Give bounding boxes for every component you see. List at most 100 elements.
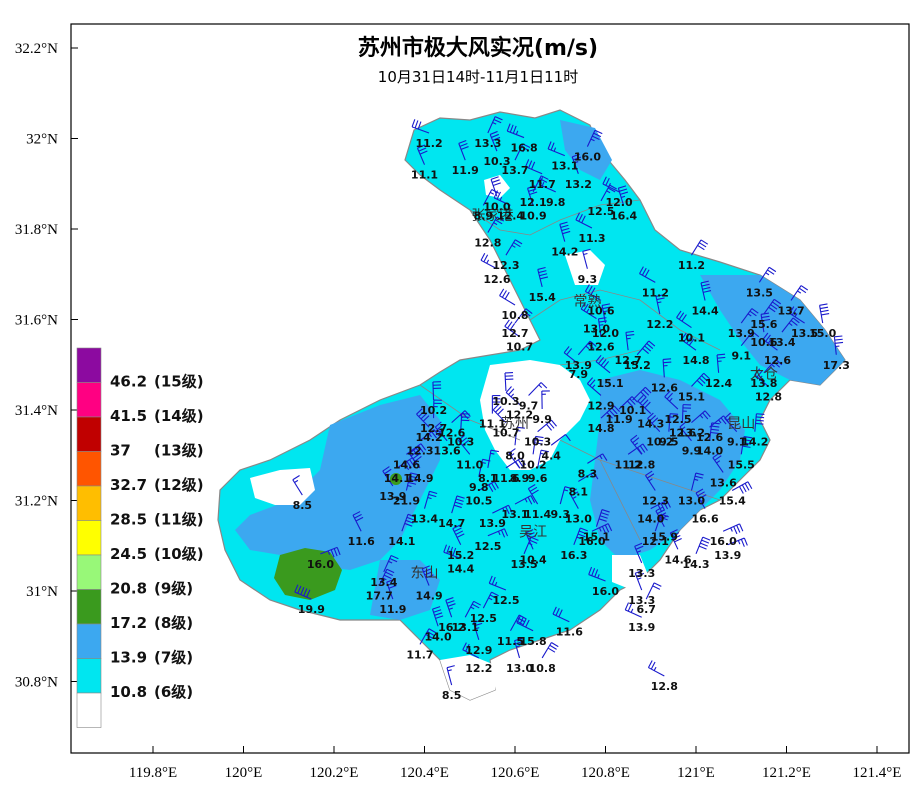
wind-barb <box>563 346 579 365</box>
station-value: 11.0 <box>456 458 483 471</box>
wind-barb <box>639 266 656 283</box>
wind-barb <box>645 470 656 491</box>
station-value: 15.8 <box>520 635 547 648</box>
station-value: 14.7 <box>438 517 465 530</box>
legend-value: 24.5 <box>110 545 147 563</box>
wind-barb <box>691 410 711 424</box>
wind-barb <box>432 381 442 401</box>
wind-barb <box>716 353 726 373</box>
wind-barb <box>559 221 571 242</box>
station-value: 11.1 <box>411 169 438 182</box>
legend-swatch <box>76 623 102 659</box>
station-value: 14.8 <box>587 422 614 435</box>
station-value: 13.4 <box>768 336 795 349</box>
wind-barb <box>580 301 597 320</box>
wind-barb <box>709 422 720 441</box>
station-value: 10.9 <box>520 209 547 222</box>
station-value: 9.1 <box>727 436 747 449</box>
station-value: 8.9 <box>474 209 494 222</box>
wind-barb <box>423 490 438 509</box>
wind-barb <box>669 529 682 550</box>
wind-barb <box>405 472 419 491</box>
station-value: 12.2 <box>465 662 492 675</box>
city-label: 太仓 <box>750 366 778 382</box>
wind-barb <box>632 386 652 401</box>
y-tick-label: 31.6°N <box>15 313 58 329</box>
station-value: 14.2 <box>415 431 442 444</box>
wind-barb <box>627 443 648 455</box>
wind-barb <box>378 568 395 586</box>
legend-value: 13.9 <box>110 649 147 667</box>
wind-barb <box>532 435 544 455</box>
station-value: 14.3 <box>637 418 664 431</box>
wind-barb <box>754 413 765 432</box>
station-value: 9.9 <box>682 445 702 458</box>
wind-barb <box>586 377 602 396</box>
wind-barb <box>434 421 448 442</box>
station-value: 12.4 <box>705 377 732 390</box>
wind-barb <box>478 458 491 478</box>
legend-grade: (14级) <box>154 407 204 425</box>
station-value: 14.6 <box>393 458 420 471</box>
station-value: 4.4 <box>541 449 561 462</box>
wind-barb <box>537 449 550 468</box>
station-value: 9.7 <box>519 399 539 412</box>
wind-barb <box>419 628 437 645</box>
wind-barb <box>552 606 570 623</box>
wind-barb <box>586 129 603 147</box>
wind-barb <box>541 642 559 659</box>
wind-barb <box>433 399 442 419</box>
station-value: 12.3 <box>492 259 519 272</box>
station-value: 16.0 <box>307 558 334 571</box>
station-value: 12.5 <box>587 205 614 218</box>
wind-barb <box>480 253 498 270</box>
station-value: 10.3 <box>524 436 551 449</box>
station-value: 14.6 <box>664 553 691 566</box>
x-tick-label: 121°E <box>677 765 715 781</box>
legend-swatch <box>76 589 102 625</box>
station-value: 12.5 <box>474 540 501 553</box>
wind-barb <box>617 185 629 206</box>
station-value: 13.0 <box>506 662 533 675</box>
station-value: 13.5 <box>791 327 818 340</box>
wind-barb <box>504 319 520 338</box>
wind-barb <box>763 359 783 374</box>
station-value: 13.7 <box>501 164 528 177</box>
x-tick-label: 121.2°E <box>762 765 811 781</box>
station-value: 14.2 <box>741 436 768 449</box>
station-value: 9.3 <box>551 508 571 521</box>
city-label: 昆山 <box>727 416 755 432</box>
wind-barb <box>294 584 312 600</box>
wind-barb <box>577 340 597 356</box>
wind-barb <box>625 330 635 351</box>
station-value: 11.1 <box>479 418 506 431</box>
wind-barb <box>789 306 805 324</box>
station-value: 13.7 <box>777 304 804 317</box>
wind-barb <box>760 312 771 333</box>
y-tick-label: 32.2°N <box>15 41 58 57</box>
station-value: 13.5 <box>510 558 537 571</box>
wind-barbs <box>292 116 844 686</box>
wind-barb <box>664 390 679 410</box>
wind-barb <box>383 555 399 573</box>
station-value: 13.1 <box>551 160 578 173</box>
legend-grade: (11级) <box>154 511 204 529</box>
station-value: 14.2 <box>551 246 578 259</box>
station-value: 10.2 <box>520 458 547 471</box>
wind-barb <box>446 665 455 686</box>
wind-barb <box>587 453 608 464</box>
legend-swatch <box>76 485 102 521</box>
station-value: 13.2 <box>565 178 592 191</box>
station-value: 10.8 <box>529 662 556 675</box>
legend-grade: (15级) <box>154 373 204 391</box>
wind-barb <box>550 433 571 446</box>
wind-barb <box>559 486 573 505</box>
wind-barb <box>514 637 524 659</box>
station-value: 15.1 <box>596 377 623 390</box>
wind-barb <box>528 382 548 396</box>
wind-barb <box>662 358 672 378</box>
wind-barb <box>740 435 753 455</box>
station-value: 13.0 <box>583 323 610 336</box>
station-value: 10.1 <box>678 332 705 345</box>
wind-barb <box>819 303 830 324</box>
